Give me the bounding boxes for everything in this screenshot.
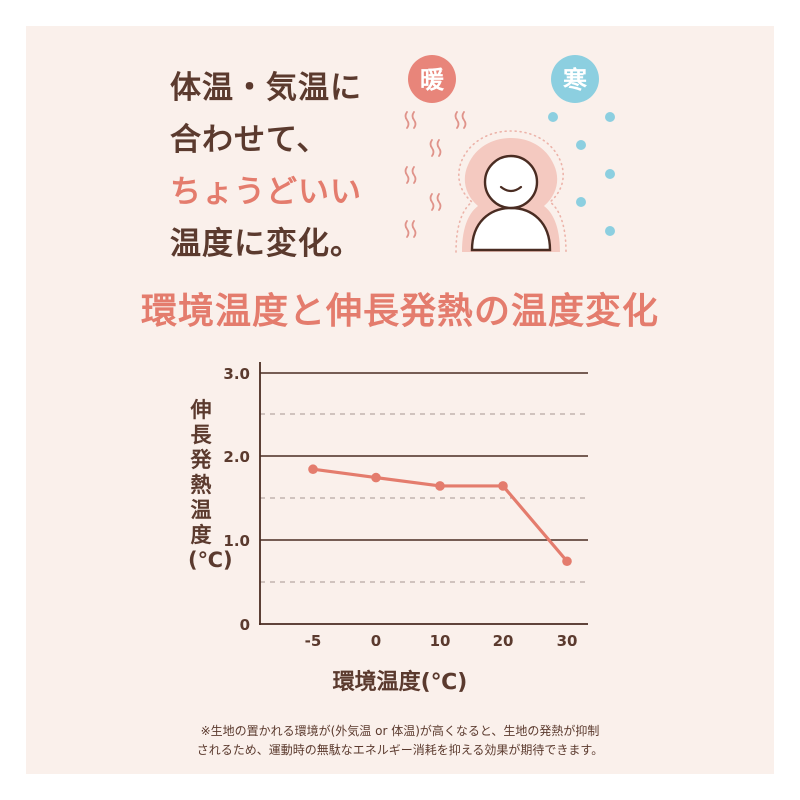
data-point bbox=[562, 556, 572, 567]
data-point bbox=[308, 464, 318, 475]
chart-axes bbox=[259, 362, 588, 625]
data-series bbox=[308, 464, 572, 567]
y-tick: 2.0 bbox=[223, 448, 250, 466]
footnote-line-2: されるため、運動時の無駄なエネルギー消耗を抑える効果が期待できます。 bbox=[196, 743, 604, 757]
y-axis-label: 伸長発熱温度(℃) bbox=[188, 398, 233, 572]
cold-dots-icon bbox=[548, 112, 615, 236]
y-tick: 1.0 bbox=[223, 532, 250, 550]
x-axis-label: 環境温度(℃) bbox=[332, 670, 468, 695]
svg-text:寒: 寒 bbox=[563, 66, 587, 94]
data-point bbox=[435, 481, 445, 491]
x-tick: 20 bbox=[493, 632, 514, 650]
y-tick: 0 bbox=[240, 616, 250, 634]
footnote-line-1: ※生地の置かれる環境が(外気温 or 体温)が高くなると、生地の発熱が抑制 bbox=[200, 724, 600, 738]
y-tick: 3.0 bbox=[223, 365, 250, 383]
x-tick: -5 bbox=[305, 632, 322, 650]
cold-badge: 寒 bbox=[551, 55, 599, 103]
x-tick: 10 bbox=[430, 632, 451, 650]
data-point bbox=[498, 481, 508, 491]
headline-line-1: 体温・気温に bbox=[170, 70, 362, 106]
x-axis-ticks: -5 0 10 20 30 bbox=[305, 632, 578, 650]
person-icon bbox=[455, 130, 567, 253]
heat-wave-icon bbox=[404, 111, 467, 238]
headline: 体温・気温に 合わせて、 ちょうどいい 温度に変化。 bbox=[170, 62, 362, 270]
chart-grid bbox=[260, 372, 588, 583]
headline-line-accent: ちょうどいい bbox=[170, 174, 362, 210]
headline-line-4: 温度に変化。 bbox=[170, 226, 362, 262]
background-panel bbox=[26, 26, 774, 774]
headline-line-2: 合わせて、 bbox=[170, 122, 329, 158]
x-tick: 0 bbox=[371, 632, 381, 650]
footnote: ※生地の置かれる環境が(外気温 or 体温)が高くなると、生地の発熱が抑制 され… bbox=[0, 722, 800, 760]
x-tick: 30 bbox=[557, 632, 578, 650]
svg-text:暖: 暖 bbox=[420, 66, 445, 94]
data-point bbox=[371, 472, 381, 483]
warm-badge: 暖 bbox=[408, 55, 456, 103]
chart-title: 環境温度と伸長発熱の温度変化 bbox=[140, 291, 659, 332]
y-axis-ticks: 3.0 2.0 1.0 0 bbox=[223, 365, 250, 634]
